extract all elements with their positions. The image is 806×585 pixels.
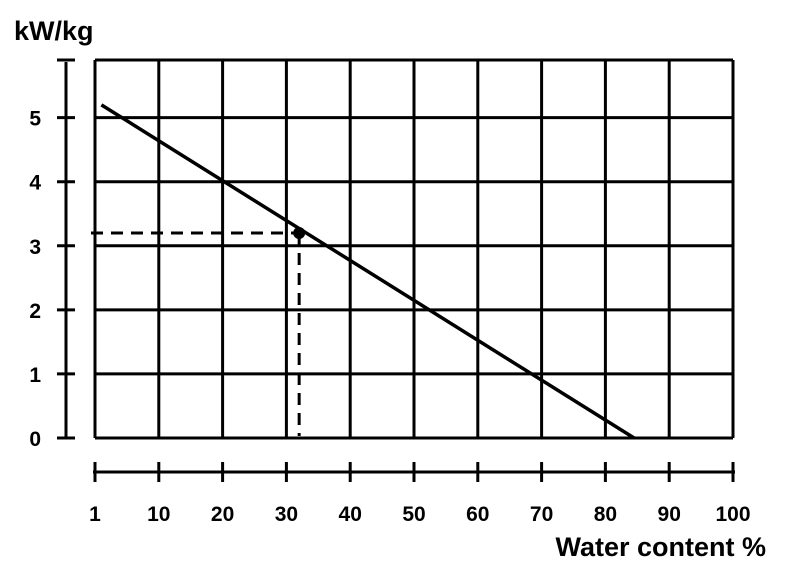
y-tick-label-5: 5	[29, 108, 41, 131]
y-tick-label-1: 1	[29, 364, 41, 387]
y-tick-label-3: 3	[29, 236, 41, 259]
x-tick-label-6: 60	[466, 503, 489, 526]
x-tick-label-3: 30	[275, 503, 298, 526]
tick-labels: 1 10 20 30 40 50 60 70 80 90 100 0 1 2 3 4 5	[29, 108, 750, 526]
x-tick-label-10: 100	[715, 503, 750, 526]
series-line-0	[100, 103, 636, 440]
x-tick-label-9: 90	[658, 503, 681, 526]
axes	[57, 58, 735, 482]
x-axis-title: Water content %	[555, 532, 766, 562]
x-tick-label-5: 50	[402, 503, 425, 526]
y-tick-label-4: 4	[29, 172, 41, 195]
x-tick-label-4: 40	[339, 503, 362, 526]
x-tick-label-0: 1	[89, 503, 101, 526]
x-tick-label-2: 20	[211, 503, 234, 526]
x-tick-label-7: 70	[530, 503, 553, 526]
series-layer	[91, 103, 636, 440]
x-tick-label-8: 80	[594, 503, 617, 526]
grid-lines	[93, 58, 735, 440]
y-tick-label-0: 0	[29, 428, 41, 451]
highlight-point	[293, 226, 306, 239]
y-tick-label-2: 2	[29, 300, 41, 323]
y-axis-title: kW/kg	[14, 16, 94, 46]
x-tick-label-1: 10	[147, 503, 170, 526]
